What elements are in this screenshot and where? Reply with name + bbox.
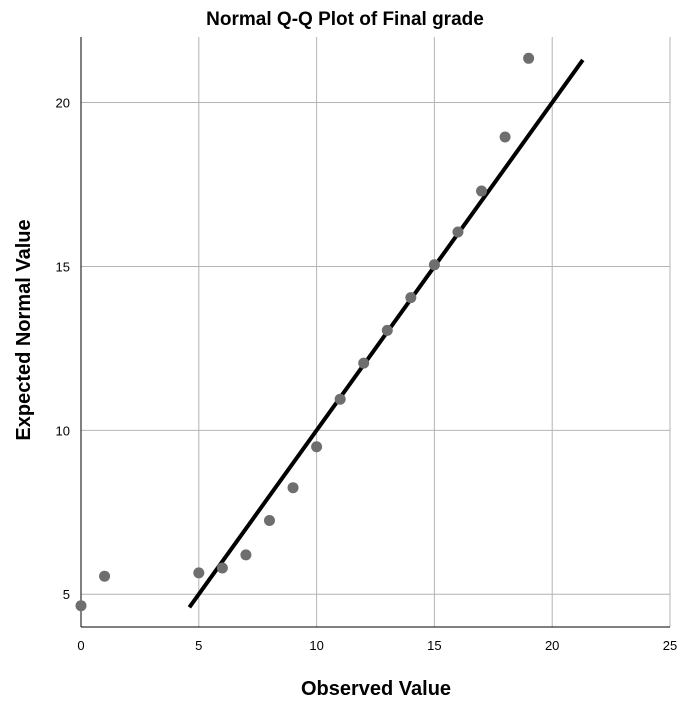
x-tick-label: 20 bbox=[545, 638, 559, 653]
data-point bbox=[428, 259, 440, 271]
plot-frame bbox=[80, 37, 671, 628]
data-point bbox=[263, 514, 275, 526]
y-tick-label: 15 bbox=[56, 259, 70, 274]
y-axis-label: Expected Normal Value bbox=[13, 219, 35, 440]
chart-title: Normal Q-Q Plot of Final grade bbox=[206, 9, 484, 30]
y-tick-label: 20 bbox=[56, 96, 70, 111]
data-point bbox=[334, 393, 346, 405]
data-point bbox=[358, 357, 370, 369]
data-point bbox=[75, 600, 87, 612]
data-point bbox=[216, 562, 228, 574]
y-tick-label: 5 bbox=[63, 587, 70, 602]
data-point bbox=[99, 570, 111, 582]
grid bbox=[81, 37, 671, 627]
data-point bbox=[381, 324, 393, 336]
data-point bbox=[311, 441, 323, 453]
data-point bbox=[499, 131, 511, 143]
y-tick-label: 10 bbox=[56, 423, 70, 438]
data-points bbox=[75, 52, 535, 612]
tick-labels: 0 5 10 15 20 25 5 10 15 20 bbox=[56, 96, 678, 653]
data-point bbox=[476, 185, 488, 197]
data-point bbox=[452, 226, 464, 238]
x-axis-label: Observed Value bbox=[301, 678, 451, 700]
data-point bbox=[240, 549, 252, 561]
x-tick-label: 25 bbox=[663, 638, 677, 653]
data-point bbox=[193, 567, 205, 579]
x-tick-label: 0 bbox=[77, 638, 84, 653]
x-tick-label: 15 bbox=[427, 638, 441, 653]
data-point bbox=[287, 482, 299, 494]
data-point bbox=[405, 292, 417, 304]
x-tick-label: 10 bbox=[309, 638, 323, 653]
x-tick-label: 5 bbox=[195, 638, 202, 653]
data-point bbox=[523, 52, 535, 64]
